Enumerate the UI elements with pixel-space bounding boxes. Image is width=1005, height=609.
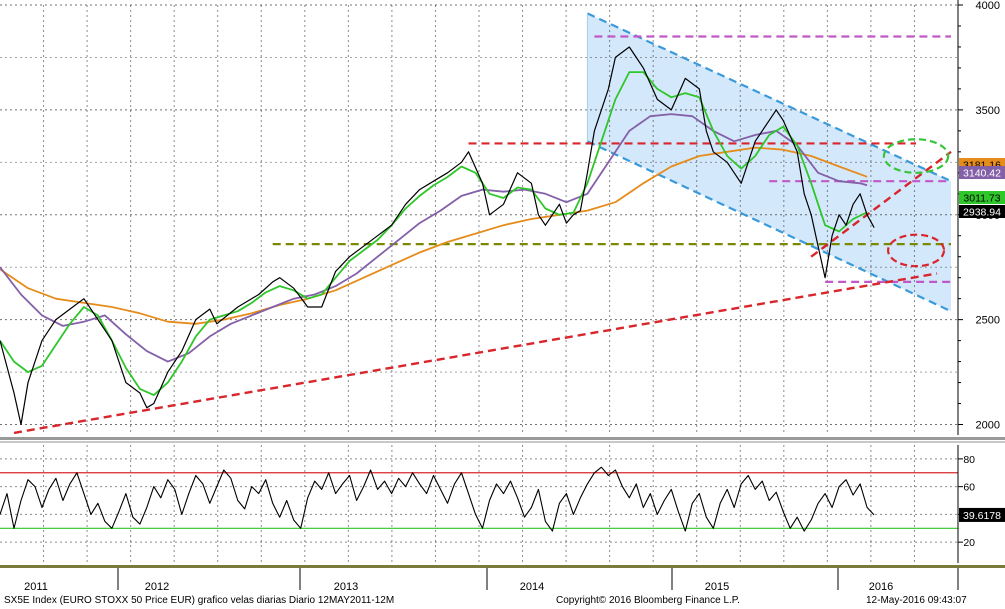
osc-y-tick-label: 80 bbox=[963, 454, 975, 466]
footer: SX5E Index (EURO STOXX 50 Price EUR) gra… bbox=[0, 593, 1005, 609]
oscillator-levels bbox=[0, 472, 958, 529]
last-value-badge bbox=[959, 205, 1005, 218]
series-price-line bbox=[0, 46, 875, 426]
footer-timestamp: 12-May-2016 09:43:07 bbox=[866, 595, 967, 606]
channel-upper-line bbox=[586, 12, 952, 183]
series-sma_mid-line bbox=[0, 113, 868, 363]
price-y-tick-label: 4000 bbox=[976, 0, 1000, 12]
osc-y-tick-label: 60 bbox=[963, 482, 975, 494]
x-axis: 2011 2012 2013 2014 2015 2016 bbox=[24, 568, 959, 593]
x-tick-label: 2016 bbox=[869, 581, 893, 593]
last-value-badge bbox=[959, 191, 1005, 204]
price-y-tick-label: 2000 bbox=[976, 420, 1000, 432]
price-y-tick-label: 2500 bbox=[976, 315, 1000, 327]
series-sma_long-line bbox=[0, 146, 868, 325]
oscillator-y-axis: 20406080 bbox=[957, 445, 1005, 563]
target-ellipse bbox=[886, 233, 946, 268]
last-value-text: 3011.73 bbox=[963, 193, 1000, 205]
x-tick-label: 2012 bbox=[145, 581, 169, 593]
last-value-badge bbox=[959, 166, 1005, 179]
panel-separator-bottom bbox=[0, 441, 1005, 443]
x-tick-label: 2014 bbox=[520, 581, 544, 593]
channel-lower-line bbox=[586, 140, 952, 313]
osc-y-tick-label: 20 bbox=[963, 537, 975, 549]
osc-y-axis-background bbox=[958, 445, 1005, 563]
trend-support-line bbox=[13, 272, 938, 435]
trend-support-line bbox=[810, 150, 952, 258]
x-tick-label: 2011 bbox=[24, 581, 48, 593]
price-annotations bbox=[13, 12, 952, 435]
x-tick-label: 2015 bbox=[705, 581, 729, 593]
price-y-tick-label: 3500 bbox=[976, 105, 1000, 117]
last-value-text: 2938.94 bbox=[963, 207, 1001, 219]
x-tick-label: 2013 bbox=[334, 581, 358, 593]
oscillator-line bbox=[0, 466, 875, 532]
footer-source: SX5E Index (EURO STOXX 50 Price EUR) gra… bbox=[4, 595, 395, 606]
target-ellipse bbox=[882, 138, 950, 174]
price-grid bbox=[0, 4, 958, 435]
channel-fill bbox=[587, 13, 952, 312]
osc-last-value-text: 39.6178 bbox=[963, 510, 1001, 522]
oscillator-last-value: 39.6178 bbox=[959, 507, 1005, 522]
oscillator-panel: 20406080 39.6178 bbox=[0, 445, 1005, 563]
oscillator-series bbox=[0, 466, 875, 532]
osc-last-value-badge bbox=[959, 507, 1005, 522]
x-axis-bar bbox=[0, 565, 1005, 568]
price-series bbox=[0, 46, 875, 426]
last-value-text: 3140.42 bbox=[963, 168, 1001, 180]
footer-copyright: Copyright© 2016 Bloomberg Finance L.P. bbox=[556, 595, 740, 606]
channel-layer bbox=[587, 13, 952, 312]
price-panel: 20002500300035004000 3181.163140.423011.… bbox=[0, 0, 1005, 435]
panel-separator-top bbox=[0, 437, 1005, 440]
series-sma_short-line bbox=[0, 71, 868, 396]
